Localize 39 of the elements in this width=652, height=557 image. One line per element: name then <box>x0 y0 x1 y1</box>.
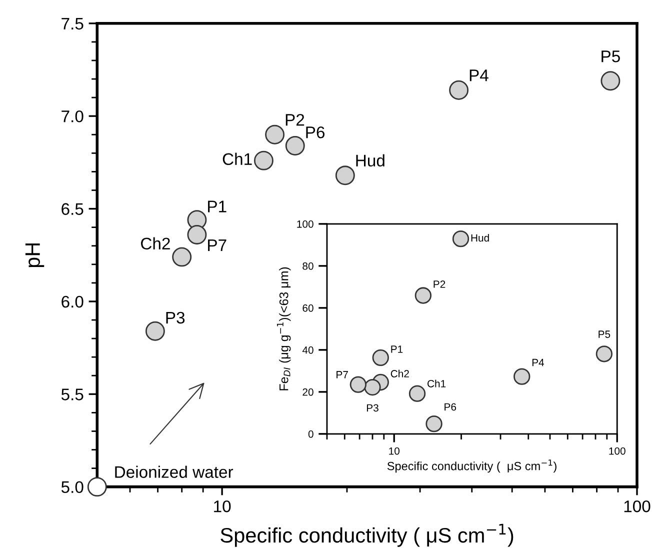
y-tick-label: 7.5 <box>62 18 84 30</box>
annotation: P3 <box>366 404 378 412</box>
x-axis-title: Specific conductivity ( μS cm$^{−1}$) <box>387 460 556 473</box>
y-tick-label: 40 <box>302 346 314 354</box>
y-tick-label: 7.0 <box>62 110 84 122</box>
annotation: P7 <box>208 239 226 251</box>
annotation: P1 <box>208 200 226 212</box>
y-tick-label: 6.0 <box>62 296 84 308</box>
y-tick-label: 20 <box>302 388 314 396</box>
annotation: P3 <box>166 312 185 324</box>
y-tick-label: 60 <box>302 304 314 312</box>
x-axis-title: Specific conductivity ( μS cm$^{−1}$) <box>220 524 514 547</box>
y-tick-label: 0 <box>308 430 314 438</box>
annotation: Ch1 <box>428 380 446 388</box>
y-tick-label: 5.0 <box>61 481 84 494</box>
x-tick-label: 10 <box>214 500 231 512</box>
annotation: P2 <box>434 280 446 288</box>
annotation: P5 <box>602 50 620 62</box>
y-tick-label: 80 <box>302 262 314 270</box>
annotation: P4 <box>532 358 544 366</box>
y-tick-label: 100 <box>297 220 314 228</box>
annotation: Ch1 <box>222 152 252 166</box>
annotation: P7 <box>336 371 348 378</box>
y-tick-label: 6.5 <box>62 203 84 215</box>
annotation: Ch2 <box>390 370 409 378</box>
y-axis-title: pH <box>25 243 44 268</box>
annotation: P2 <box>286 114 304 126</box>
annotation: P1 <box>391 346 403 353</box>
annotation: Ch2 <box>141 237 170 250</box>
x-tick-label: 10 <box>389 447 400 455</box>
annotation: Hud <box>356 154 384 167</box>
annotation: Deionized water <box>115 466 234 478</box>
y-tick-label: 5.5 <box>61 388 84 400</box>
annotation: P5 <box>598 330 610 338</box>
annotation: P6 <box>306 126 324 138</box>
y-axis-title: Fe$_{DI}$ (μg g$^{−1}$)(<63 μm) <box>276 267 291 390</box>
annotation: P4 <box>470 70 488 82</box>
annotation: Hud <box>471 234 489 242</box>
annotation: P6 <box>444 403 456 411</box>
